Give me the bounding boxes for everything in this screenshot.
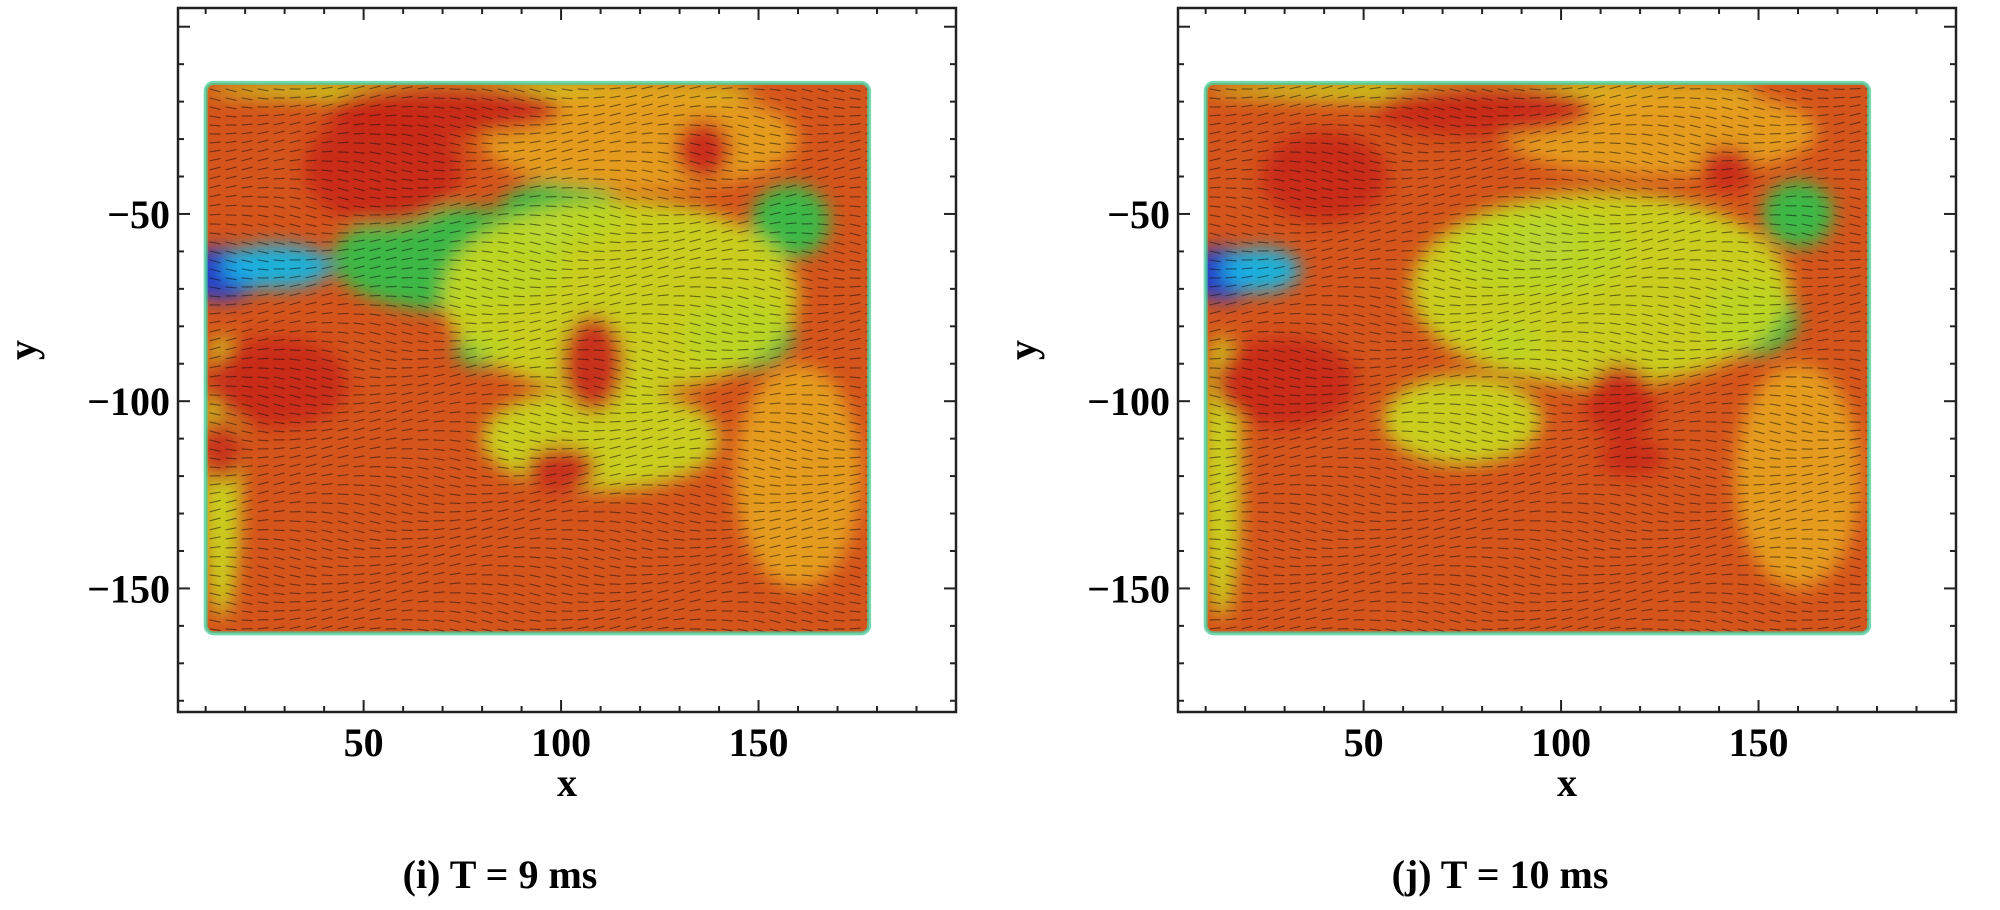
contour-region-jet-cyan — [221, 243, 333, 289]
contour-region-orange-right — [1734, 363, 1862, 589]
axis-ticks — [178, 8, 956, 712]
velocity-vectors — [209, 85, 870, 633]
x-tick-label: 100 — [1531, 720, 1591, 765]
y-tick-label: −50 — [107, 192, 170, 237]
x-tick-label: 50 — [344, 720, 384, 765]
contour-region-red-center — [561, 315, 625, 413]
y-axis-label: y — [0, 340, 45, 360]
contour-region-green-right-top — [750, 184, 830, 259]
contour-region-yellow-lower — [1383, 374, 1542, 465]
contour-region-red-center — [1584, 363, 1656, 439]
contour-plot-i: 50 100 150 −50 −100 −150 x y — [0, 6, 958, 805]
contour-field — [205, 82, 870, 634]
contour-region-red-upper-right — [675, 120, 731, 181]
x-axis-label: x — [1557, 760, 1577, 805]
axis-ticks — [1178, 8, 1956, 712]
y-tick-label: −100 — [87, 379, 170, 424]
y-tick-label: −50 — [1107, 192, 1170, 237]
x-axis-label: x — [557, 760, 577, 805]
contour-region-red-lower-center — [525, 446, 597, 492]
y-tick-label: −100 — [1087, 379, 1170, 424]
contour-region-yellow-mid — [1411, 191, 1791, 387]
contour-region-red-top — [1371, 82, 1593, 136]
y-axis-label: y — [1000, 340, 1045, 360]
panel-caption: (i) T = 9 ms — [402, 852, 598, 897]
chart-panel-i: 50 100 150 −50 −100 −150 x y (i) T = 9 ms — [0, 6, 958, 897]
contour-field — [1205, 82, 1870, 634]
contour-region-red-upper-left — [1260, 131, 1388, 222]
contour-region-red-upper-left — [304, 112, 463, 226]
panel-caption: (j) T = 10 ms — [1391, 852, 1609, 897]
x-tick-label: 100 — [531, 720, 591, 765]
y-tick-label: −150 — [87, 566, 170, 611]
contour-region-yellow-mid — [442, 198, 799, 394]
y-tick-label: −150 — [1087, 566, 1170, 611]
x-tick-label: 150 — [729, 720, 789, 765]
chart-panel-j: 50 100 150 −50 −100 −150 x y (j) T = 10 ms — [1000, 0, 2000, 910]
x-tick-label: 50 — [1344, 720, 1384, 765]
contour-region-red-top — [324, 82, 562, 136]
contour-region-orange-right — [734, 363, 862, 589]
contour-region-green-right-top — [1762, 180, 1834, 248]
x-tick-label: 150 — [1729, 720, 1789, 765]
contour-plot-j: 50 100 150 −50 −100 −150 x y — [1000, 6, 1958, 805]
contour-region-red-lower-left — [1213, 337, 1356, 428]
